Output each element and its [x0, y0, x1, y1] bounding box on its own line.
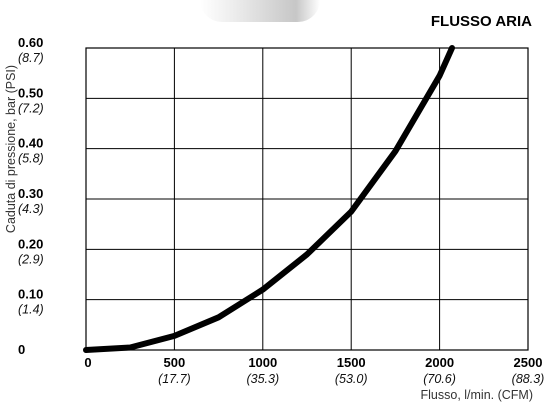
y-tick-label: 0.10 — [18, 287, 43, 302]
y-tick-sublabel: (7.2) — [18, 101, 44, 115]
x-tick-label: 1000 — [248, 355, 277, 370]
x-tick-label: 500 — [164, 355, 186, 370]
y-tick-label: 0 — [18, 342, 25, 357]
series-line — [83, 45, 455, 353]
chart-title: FLUSSO ARIA — [430, 13, 532, 30]
y-tick-sublabel: (4.3) — [18, 202, 44, 216]
y-tick-sublabel: (5.8) — [18, 152, 44, 166]
x-tick-sublabel: (35.3) — [246, 372, 279, 386]
y-tick-label: 0.40 — [18, 136, 43, 151]
x-axis-label: Flusso, l/min. (CFM) — [420, 388, 534, 402]
product-photo-fragment — [200, 0, 320, 22]
x-tick-label: 1500 — [337, 355, 366, 370]
y-tick-sublabel: (2.9) — [18, 252, 44, 266]
x-tick-sublabel: (17.7) — [158, 372, 191, 386]
x-tick-sublabel: (53.0) — [335, 372, 368, 386]
y-tick-label: 0.30 — [18, 186, 43, 201]
y-tick-label: 0.50 — [18, 85, 43, 100]
x-tick-label: 2000 — [425, 355, 454, 370]
plot-frame — [85, 47, 529, 351]
x-tick-sublabel: (88.3) — [512, 372, 545, 386]
y-tick-sublabel: (1.4) — [18, 303, 44, 317]
y-tick-label: 0.20 — [18, 236, 43, 251]
y-tick-sublabel: (8.7) — [18, 51, 44, 65]
x-tick-sublabel: (70.6) — [423, 372, 456, 386]
y-tick-label: 0.60 — [18, 35, 43, 50]
x-tick-label: 2500 — [514, 355, 543, 370]
x-tick-label: 0 — [84, 355, 91, 370]
